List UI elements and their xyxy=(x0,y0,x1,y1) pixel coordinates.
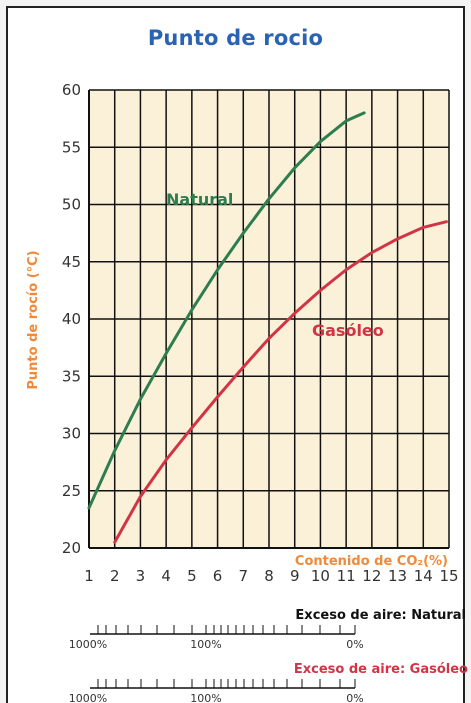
y-tick-label: 55 xyxy=(62,138,81,156)
air-scale-label: 1000% xyxy=(69,692,107,703)
x-tick-label: 5 xyxy=(187,567,197,585)
air-scale-label: 0% xyxy=(346,638,363,651)
series-gasoleo-label: Gasóleo xyxy=(312,321,384,340)
air-scale-label: 100% xyxy=(190,692,221,703)
x-tick-label: 8 xyxy=(264,567,274,585)
x-tick-label: 7 xyxy=(239,567,249,585)
y-tick-label: 20 xyxy=(62,539,81,557)
y-axis-label: Punto de rocío (°C) xyxy=(26,250,41,389)
x-tick-label: 13 xyxy=(388,567,407,585)
gasoleo-air-scale: 1000% 100% 0% xyxy=(69,679,364,703)
x-axis-label: Contenido de CO₂(%) xyxy=(295,554,448,569)
y-tick-label: 50 xyxy=(62,196,81,214)
series-natural-label: Natural xyxy=(166,190,233,209)
series-natural-line xyxy=(87,111,366,510)
y-tick-label: 60 xyxy=(62,81,81,99)
x-tick-label: 1 xyxy=(84,567,94,585)
x-tick-label: 12 xyxy=(362,567,381,585)
series-layer: Natural Gasóleo xyxy=(87,111,448,544)
x-tick-label: 11 xyxy=(337,567,356,585)
y-tick-label: 30 xyxy=(62,425,81,443)
natural-air-scale: 1000% 100% 0% xyxy=(69,625,364,651)
x-tick-label: 15 xyxy=(439,567,458,585)
air-scale-label: 0% xyxy=(346,692,363,703)
y-tick-label: 40 xyxy=(62,310,81,328)
y-tick-label: 25 xyxy=(62,482,81,500)
x-tick-label: 9 xyxy=(290,567,300,585)
grid xyxy=(88,89,450,549)
x-tick-label: 3 xyxy=(136,567,146,585)
y-tick-label: 35 xyxy=(62,367,81,385)
x-tick-label: 14 xyxy=(414,567,433,585)
exceso-natural-label: Exceso de aire: Natural xyxy=(295,608,466,623)
air-scale-label: 100% xyxy=(190,638,221,651)
x-tick-label: 2 xyxy=(110,567,120,585)
x-tick-label: 10 xyxy=(311,567,330,585)
secondary-scales: Exceso de aire: Natural Exceso de aire: … xyxy=(69,608,468,703)
x-tick-label: 4 xyxy=(161,567,171,585)
exceso-gasoleo-label: Exceso de aire: Gasóleo xyxy=(294,662,468,677)
y-tick-label: 45 xyxy=(62,253,81,271)
air-scale-label: 1000% xyxy=(69,638,107,651)
chart-title: Punto de rocio xyxy=(147,26,324,50)
series-gasoleo-line xyxy=(113,220,448,544)
x-tick-label: 6 xyxy=(213,567,223,585)
